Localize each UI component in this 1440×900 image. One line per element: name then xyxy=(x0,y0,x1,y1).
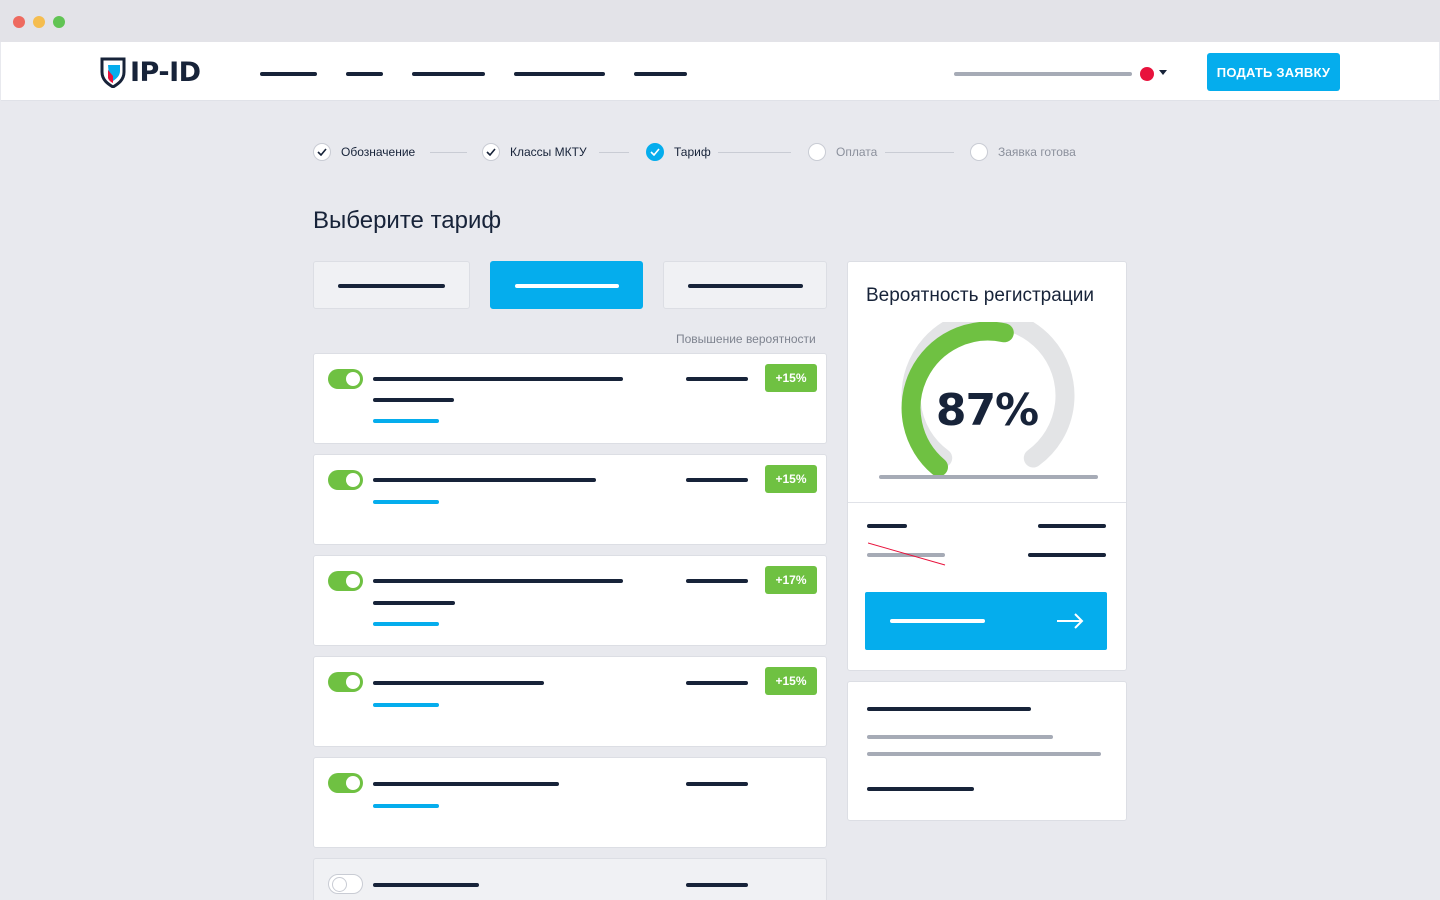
chevron-down-icon[interactable] xyxy=(1159,70,1167,75)
option-title-line2 xyxy=(373,601,455,605)
checkmark-icon xyxy=(313,143,331,161)
option-card: +15% xyxy=(313,454,827,545)
option-badge: +15% xyxy=(765,667,817,695)
site-header: IP-ID ПОДАТЬ ЗАЯВКУ xyxy=(1,42,1439,101)
info-line xyxy=(867,752,1101,756)
option-card: +15% xyxy=(313,353,827,444)
tariff-label xyxy=(515,284,619,288)
window-titlebar xyxy=(0,0,1440,42)
option-toggle[interactable] xyxy=(328,571,363,591)
summary-value xyxy=(1038,524,1106,528)
contact-info-placeholder xyxy=(954,72,1132,76)
option-toggle[interactable] xyxy=(328,470,363,490)
page-title: Выберите тариф xyxy=(313,207,502,234)
option-title xyxy=(373,681,544,685)
option-toggle[interactable] xyxy=(328,672,363,692)
option-title xyxy=(373,377,623,381)
option-badge: +17% xyxy=(765,566,817,594)
probability-gauge xyxy=(901,322,1075,477)
step-label: Обозначение xyxy=(341,145,416,159)
step-connector xyxy=(430,152,467,153)
gauge-fill xyxy=(901,322,1014,477)
info-link[interactable] xyxy=(867,787,974,791)
option-title xyxy=(373,478,596,482)
probability-caption xyxy=(879,475,1098,479)
strikethrough-icon xyxy=(868,542,946,566)
step-connector xyxy=(718,152,791,153)
window-maximize-button[interactable] xyxy=(53,16,65,28)
step-label: Классы МКТУ xyxy=(510,145,587,159)
step-label: Оплата xyxy=(836,145,878,159)
step-designation[interactable]: Обозначение xyxy=(313,142,415,162)
old-price xyxy=(867,553,945,557)
option-price xyxy=(686,478,748,482)
option-toggle[interactable] xyxy=(328,874,363,894)
apply-button[interactable]: ПОДАТЬ ЗАЯВКУ xyxy=(1207,53,1340,91)
option-details-link[interactable] xyxy=(373,703,439,707)
total-price xyxy=(1028,553,1106,557)
info-line xyxy=(867,735,1053,739)
shield-logo-icon xyxy=(100,57,126,88)
info-title xyxy=(867,707,1031,711)
option-details-link[interactable] xyxy=(373,804,439,808)
step-connector xyxy=(885,152,954,153)
window-close-button[interactable] xyxy=(13,16,25,28)
boost-column-header: Повышение вероятности xyxy=(676,332,816,346)
step-circle-icon xyxy=(808,143,826,161)
tariff-option-1[interactable] xyxy=(313,261,470,309)
checkmark-icon xyxy=(646,143,664,161)
nav-item-1[interactable] xyxy=(260,72,317,76)
probability-title: Вероятность регистрации xyxy=(866,285,1094,306)
nav-item-2[interactable] xyxy=(346,72,383,76)
tariff-option-3[interactable] xyxy=(663,261,827,309)
nav-item-5[interactable] xyxy=(634,72,687,76)
option-details-link[interactable] xyxy=(373,419,439,423)
step-tariff[interactable]: Тариф xyxy=(646,142,711,162)
option-price xyxy=(686,579,748,583)
step-connector xyxy=(599,152,629,153)
logo[interactable]: IP-ID xyxy=(100,56,201,88)
option-price xyxy=(686,883,748,887)
option-title xyxy=(373,579,623,583)
option-badge: +15% xyxy=(765,465,817,493)
option-card xyxy=(313,858,827,900)
option-badge: +15% xyxy=(765,364,817,392)
nav-item-3[interactable] xyxy=(412,72,485,76)
step-label: Заявка готова xyxy=(998,145,1076,159)
summary-label xyxy=(867,524,907,528)
step-circle-icon xyxy=(970,143,988,161)
checkmark-icon xyxy=(482,143,500,161)
step-ready[interactable]: Заявка готова xyxy=(970,142,1076,162)
option-details-link[interactable] xyxy=(373,500,439,504)
tariff-label xyxy=(338,284,445,288)
panel-divider xyxy=(848,502,1126,503)
tariff-label xyxy=(688,284,803,288)
option-details-link[interactable] xyxy=(373,622,439,626)
info-panel xyxy=(847,681,1127,821)
option-card xyxy=(313,757,827,848)
option-price xyxy=(686,782,748,786)
arrow-right-icon xyxy=(1057,613,1084,629)
probability-value: 87% xyxy=(935,385,1039,436)
option-price xyxy=(686,377,748,381)
step-label: Тариф xyxy=(674,145,711,159)
option-card: +17% xyxy=(313,555,827,646)
option-title xyxy=(373,782,559,786)
option-title xyxy=(373,883,479,887)
next-button-label xyxy=(890,619,985,623)
option-price xyxy=(686,681,748,685)
logo-text: IP-ID xyxy=(130,56,201,88)
nav-item-4[interactable] xyxy=(514,72,605,76)
option-title-line2 xyxy=(373,398,454,402)
probability-panel: Вероятность регистрации 87% xyxy=(847,261,1127,671)
option-card: +15% xyxy=(313,656,827,747)
window-minimize-button[interactable] xyxy=(33,16,45,28)
option-toggle[interactable] xyxy=(328,369,363,389)
step-classes[interactable]: Классы МКТУ xyxy=(482,142,587,162)
next-button[interactable] xyxy=(865,592,1107,650)
option-toggle[interactable] xyxy=(328,773,363,793)
tariff-option-2[interactable] xyxy=(490,261,643,309)
step-payment[interactable]: Оплата xyxy=(808,142,877,162)
language-flag-icon[interactable] xyxy=(1140,67,1154,81)
